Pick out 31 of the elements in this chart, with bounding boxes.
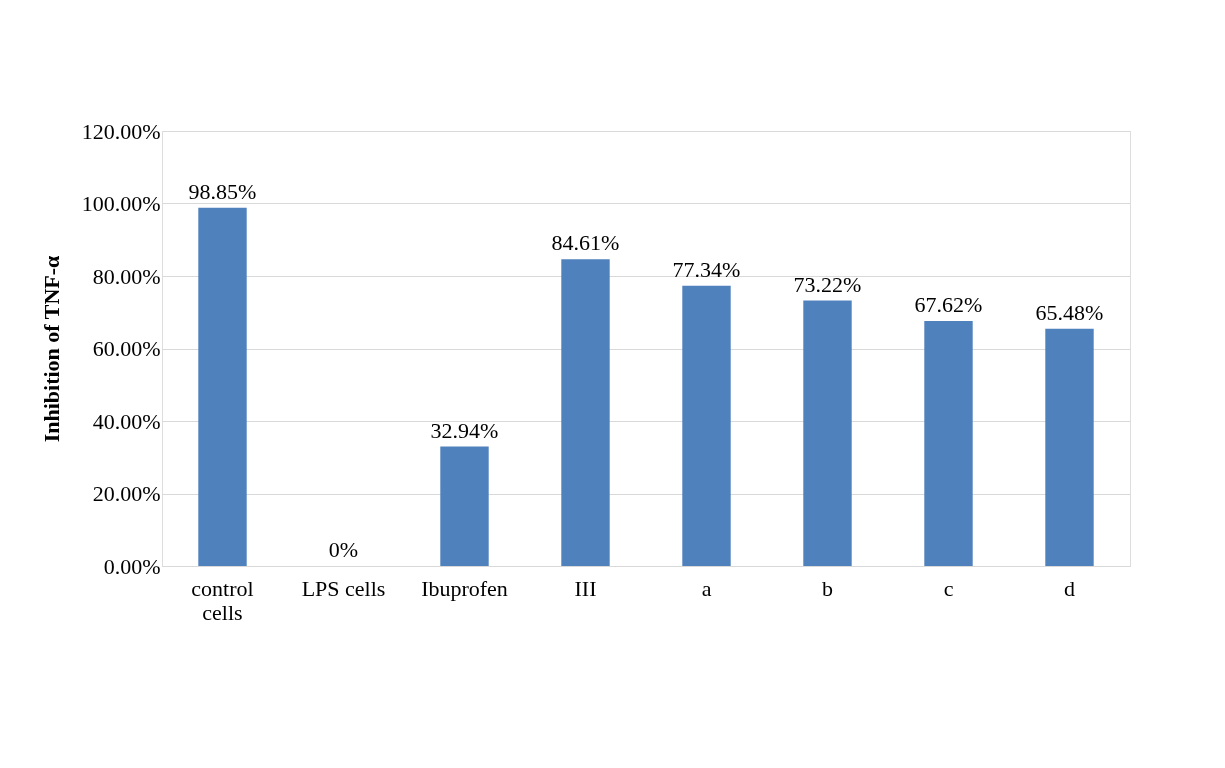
bar	[803, 300, 852, 566]
bar	[924, 320, 973, 566]
data-label: 0%	[328, 537, 359, 562]
y-tick-label: 40.00%	[92, 408, 161, 434]
bar	[198, 207, 247, 566]
bar	[561, 259, 610, 566]
y-tick-label: 60.00%	[92, 336, 161, 361]
y-tick-label: 100.00%	[81, 191, 161, 216]
data-label: 73.22%	[793, 271, 862, 297]
data-label: 77.34%	[672, 256, 741, 282]
x-tick-label: c	[943, 575, 954, 601]
y-tick-label: 20.00%	[92, 481, 161, 506]
data-label: 32.94%	[430, 417, 499, 443]
data-label: 98.85%	[188, 178, 257, 204]
data-label: 84.61%	[551, 230, 620, 256]
x-tick-label: d	[1064, 575, 1075, 601]
data-label: 65.48%	[1035, 299, 1104, 325]
y-axis-title: Inhibition of TNF-α	[38, 254, 64, 443]
bar	[1045, 328, 1094, 566]
bar	[440, 446, 489, 566]
y-tick-label: 0.00%	[103, 553, 161, 579]
y-tick-label: 80.00%	[92, 263, 161, 289]
x-tick-label: b	[822, 575, 833, 601]
x-tick-label: a	[701, 575, 712, 601]
x-tick-label: LPS cells	[301, 575, 386, 601]
x-tick-label: control cells	[191, 575, 254, 625]
data-label: 67.62%	[914, 291, 983, 317]
bar	[682, 285, 731, 566]
x-tick-label: Ibuprofen	[421, 575, 508, 601]
y-tick-label: 120.00%	[81, 118, 161, 144]
x-tick-label: III	[574, 575, 597, 601]
